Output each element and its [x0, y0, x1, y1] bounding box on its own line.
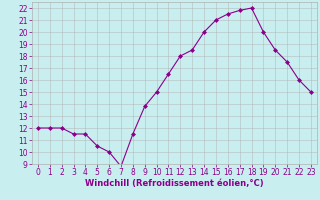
X-axis label: Windchill (Refroidissement éolien,°C): Windchill (Refroidissement éolien,°C): [85, 179, 264, 188]
